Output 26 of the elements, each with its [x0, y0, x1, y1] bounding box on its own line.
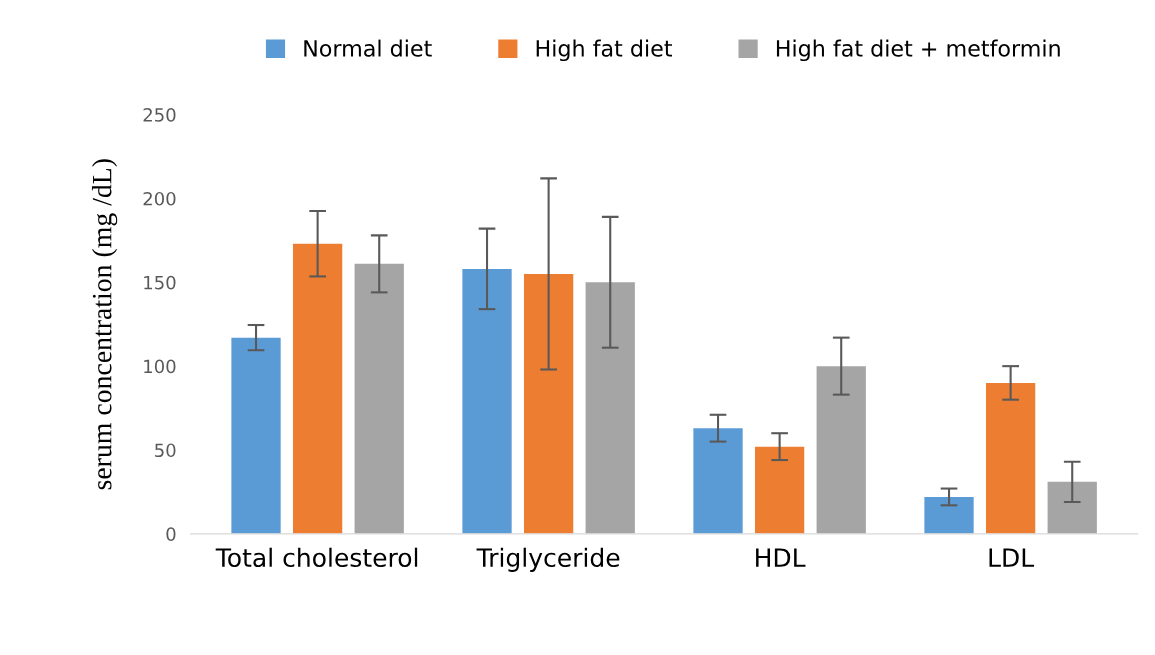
bar: [924, 496, 974, 534]
y-tick-label: 100: [144, 359, 176, 374]
bar: [985, 382, 1036, 534]
y-tick-label: 0: [166, 527, 176, 541]
bar: [754, 446, 805, 534]
bar: [523, 273, 574, 534]
bar: [462, 268, 512, 534]
x-tick-label: Triglyceride: [476, 547, 620, 572]
y-tick-label: 250: [143, 108, 176, 122]
x-tick-label: LDL: [989, 548, 1035, 567]
x-tick-label: HDL: [756, 548, 806, 567]
bar: [816, 366, 866, 534]
bar: [585, 282, 635, 534]
legend-label: High fat diet: [536, 39, 673, 62]
legend-label: Normal diet: [304, 39, 432, 57]
y-tick-label: 150: [144, 275, 176, 290]
bar: [231, 337, 281, 534]
y-tick-label: 200: [143, 191, 176, 206]
bar: [1047, 481, 1097, 534]
legend-label: High fat diet + metformin: [776, 39, 1060, 62]
bar: [354, 263, 404, 534]
y-axis-title: serum concentration (mg /dL): [91, 159, 118, 490]
bar: [292, 243, 343, 534]
bar: [693, 428, 743, 534]
y-tick-label: 50: [155, 443, 176, 458]
x-tick-label: Total cholesterol: [215, 547, 418, 568]
